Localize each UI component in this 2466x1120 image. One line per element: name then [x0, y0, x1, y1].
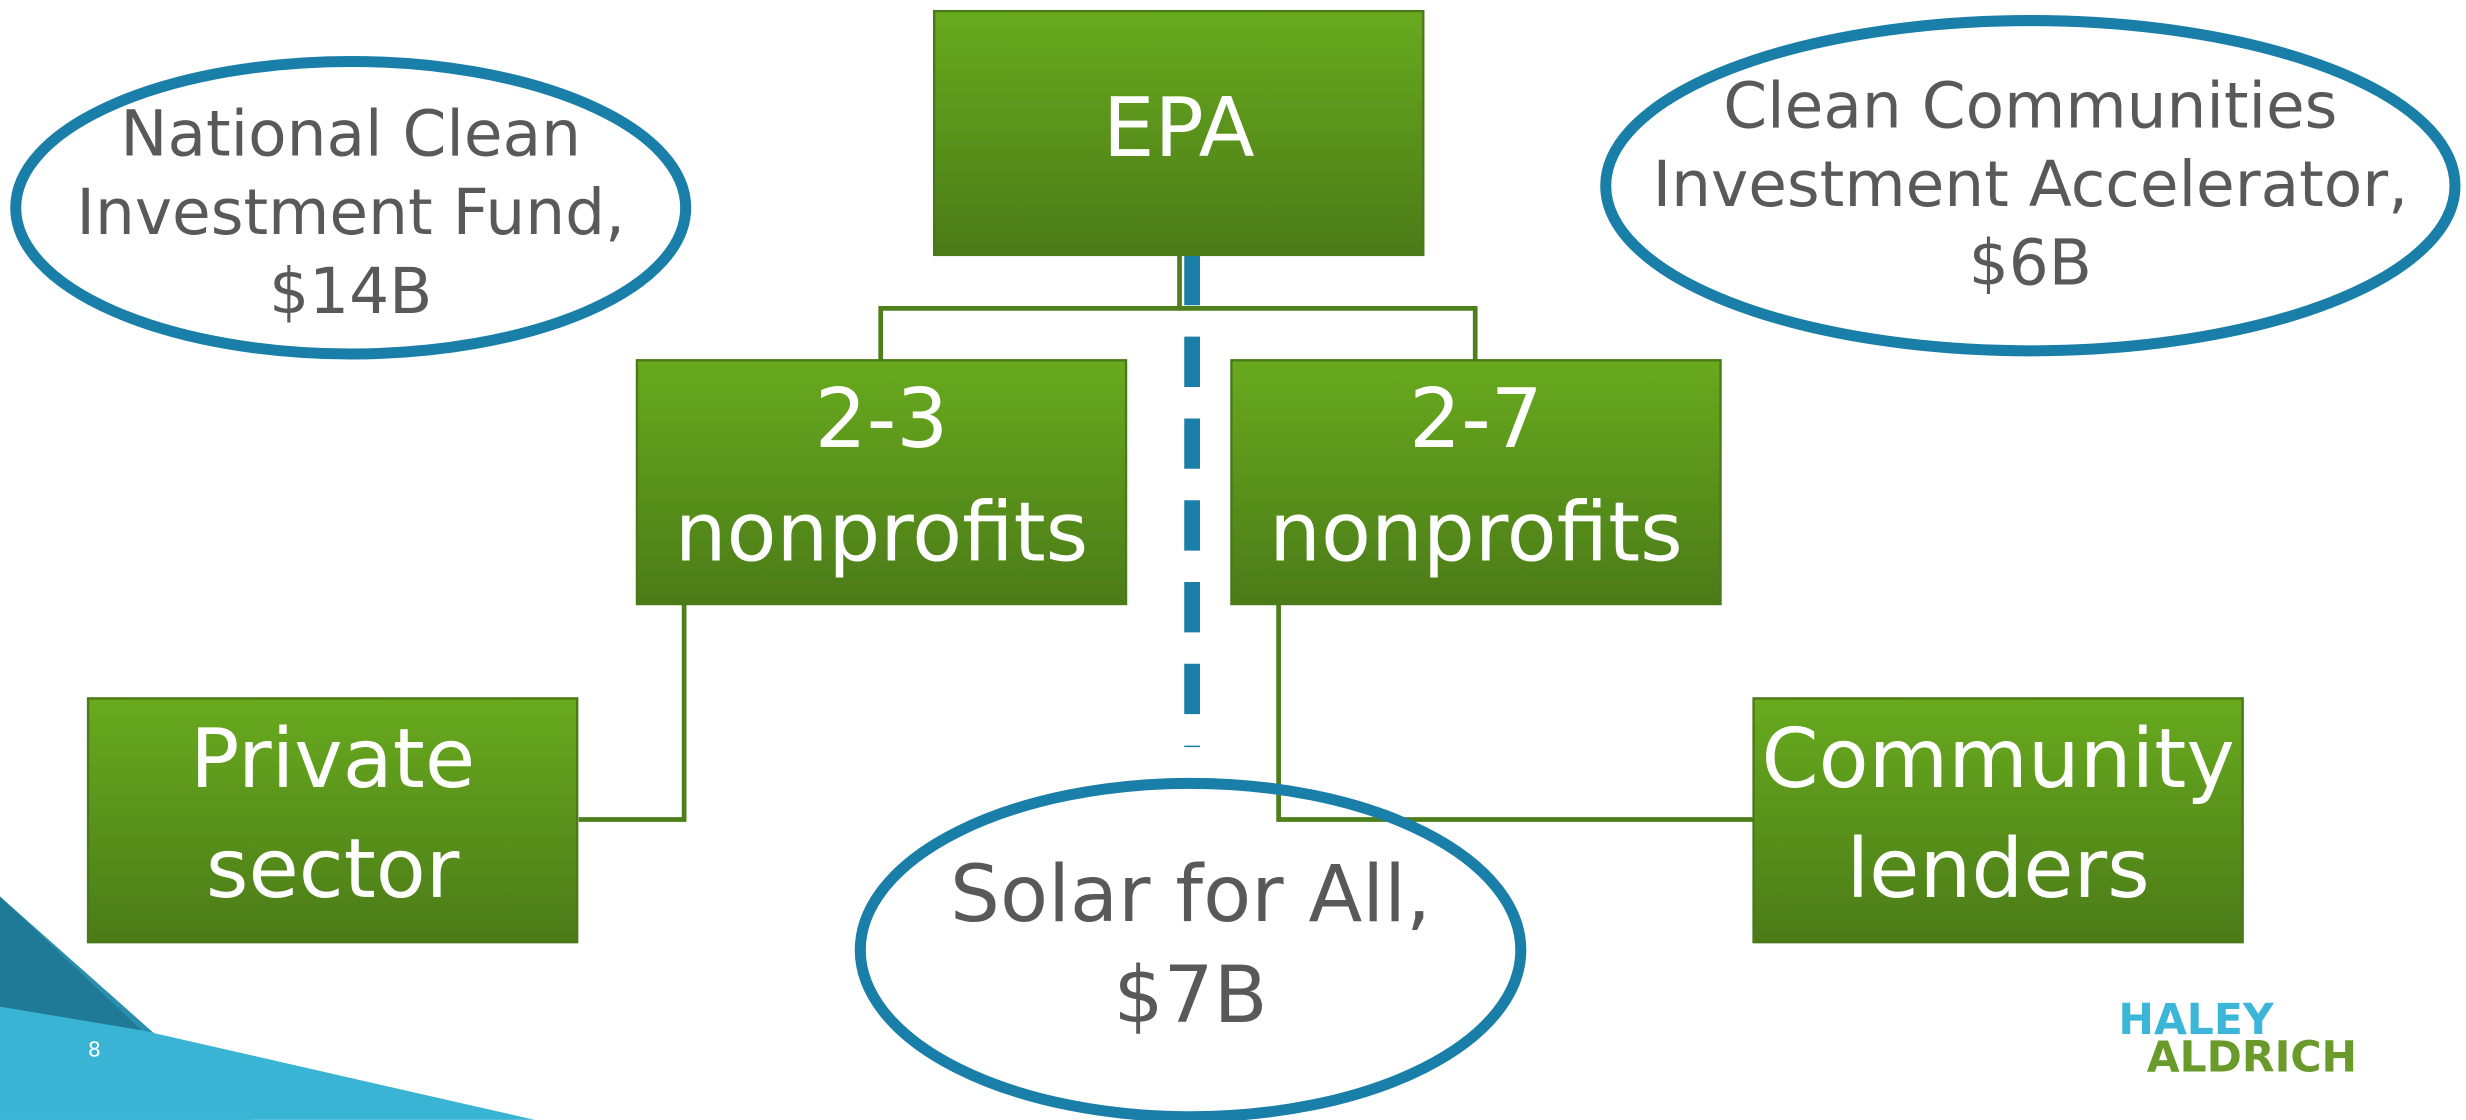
program-label: Clean Communities: [1723, 69, 2337, 142]
node-label: Private: [190, 712, 475, 807]
node-box: [635, 359, 1128, 606]
node: Private sector: [86, 697, 579, 944]
node-box: [1752, 697, 2244, 944]
program-oval: [1600, 15, 2461, 357]
node-label: nonprofits: [675, 485, 1089, 580]
node-label: Community: [1762, 712, 2235, 807]
program-label: $7B: [1114, 949, 1268, 1041]
program: Solar for All,$7B: [854, 777, 1527, 1120]
decoration: [0, 1006, 535, 1120]
program-label: Investment Accelerator,: [1653, 148, 2409, 221]
node-box: [1230, 359, 1722, 606]
logo-line: HALEY: [2118, 996, 2274, 1045]
program-oval: [854, 777, 1527, 1120]
node-box: [86, 697, 579, 944]
node-label: EPA: [1103, 81, 1255, 176]
program-oval: [10, 55, 692, 360]
node: EPA: [933, 9, 1425, 257]
program-label: Investment Fund,: [76, 176, 625, 249]
node-label: lenders: [1846, 822, 2149, 917]
node-label: 2-3: [815, 372, 949, 467]
logo-line: ALDRICH: [2147, 1034, 2357, 1083]
program-label: $14B: [269, 255, 432, 328]
decoration: [0, 896, 142, 1031]
node-box: [933, 9, 1425, 257]
page-number: 8: [88, 1038, 101, 1062]
node: Community lenders: [1752, 697, 2244, 944]
connectors: [578, 254, 1754, 822]
program-label: Solar for All,: [950, 848, 1431, 940]
program-label: National Clean: [120, 98, 581, 171]
node-label: nonprofits: [1269, 485, 1683, 580]
node: 2-3 nonprofits: [635, 359, 1128, 606]
node-label: sector: [206, 822, 460, 917]
node-label: 2-7: [1409, 372, 1543, 467]
node: 2-7 nonprofits: [1230, 359, 1722, 606]
program-label: $6B: [1969, 227, 2092, 300]
